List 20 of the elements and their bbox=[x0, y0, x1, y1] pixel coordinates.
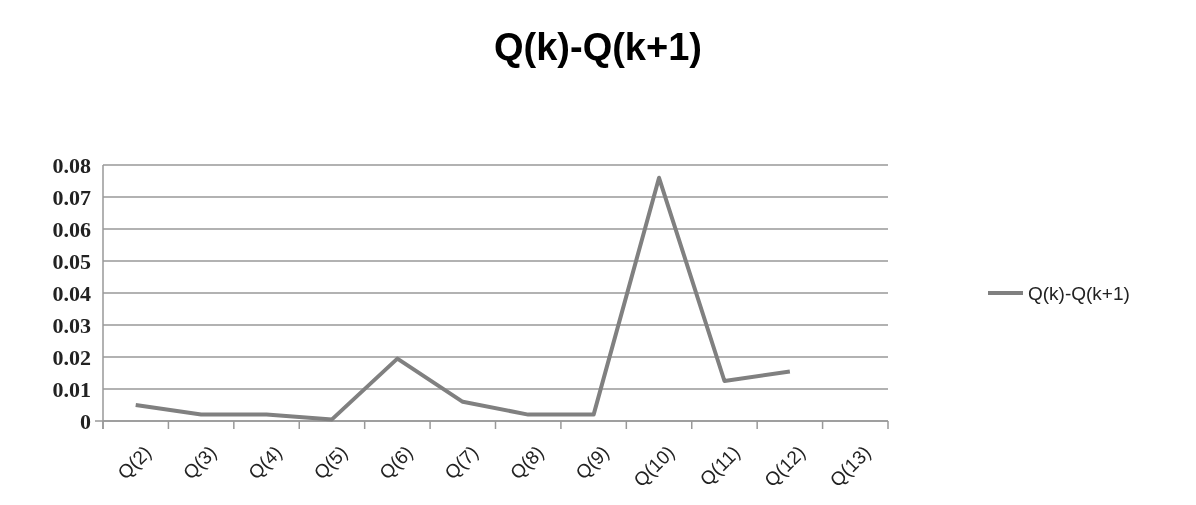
y-tick-label: 0.08 bbox=[52, 152, 91, 178]
x-tick-label: Q(8) bbox=[506, 441, 548, 484]
line-series bbox=[133, 175, 792, 422]
x-tick-label: Q(3) bbox=[178, 441, 221, 484]
x-tick-label: Q(2) bbox=[113, 441, 156, 484]
y-tick-label: 0.01 bbox=[52, 376, 91, 402]
y-tick-label: 0.05 bbox=[52, 248, 91, 274]
legend-label: Q(k)-Q(k+1) bbox=[1028, 282, 1130, 304]
y-tick-label: 0.04 bbox=[52, 280, 91, 306]
x-tick-label: Q(4) bbox=[244, 441, 287, 484]
y-tick-label: 0.02 bbox=[52, 344, 91, 370]
chart-title: Q(k)-Q(k+1) bbox=[494, 26, 702, 68]
y-tick-label: 0.07 bbox=[52, 184, 91, 210]
x-tick-label: Q(6) bbox=[375, 441, 417, 484]
x-tick-label: Q(9) bbox=[571, 441, 614, 484]
x-tick-label: Q(5) bbox=[309, 441, 352, 484]
y-tick-label: 0.03 bbox=[52, 312, 91, 338]
y-tick-label: 0 bbox=[80, 408, 91, 434]
x-tick-label: Q(7) bbox=[440, 441, 483, 484]
y-tick-label: 0.06 bbox=[52, 216, 91, 242]
